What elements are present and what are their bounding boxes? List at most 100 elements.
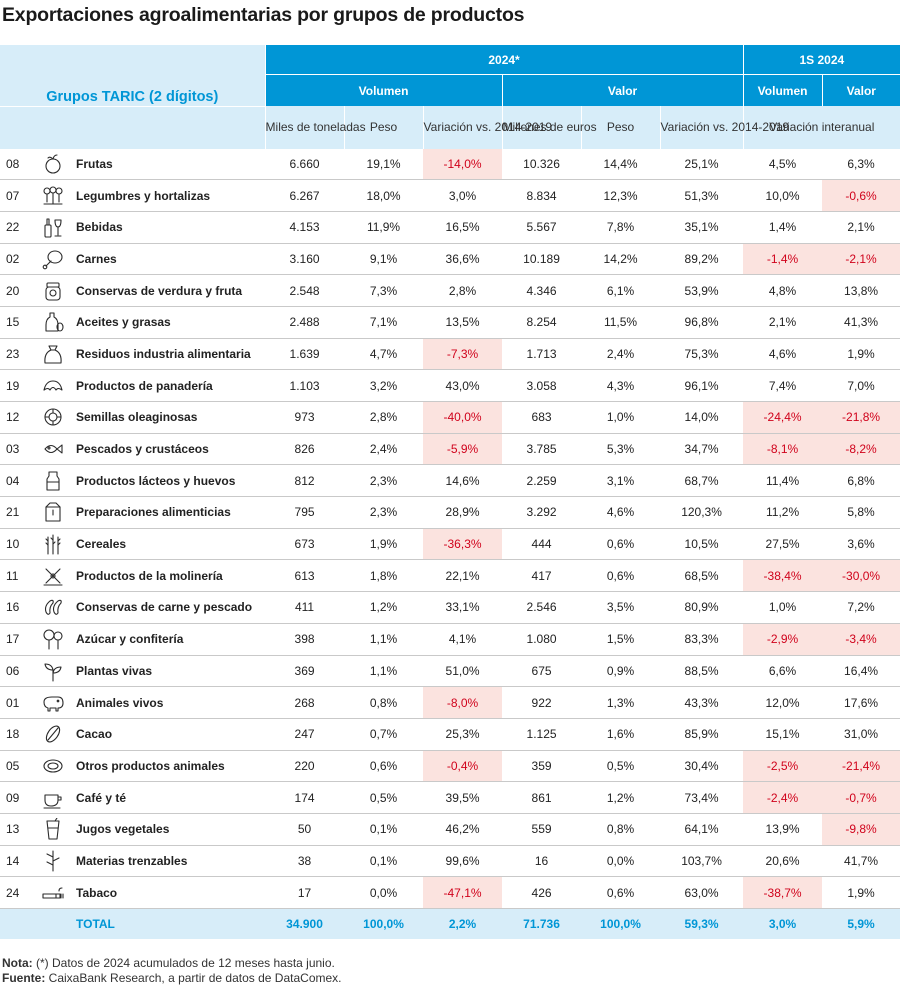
cell-code: 12 [0, 401, 42, 434]
cell-var-val: 10,5% [660, 528, 744, 561]
cell-var-val: 35,1% [660, 211, 744, 244]
cell-icon [42, 148, 76, 181]
cell-var-val: 96,8% [660, 306, 744, 339]
cell-ia-val: -30,0% [822, 559, 900, 593]
cell-peso-vol: 2,4% [344, 433, 424, 466]
cell-ia-val: 6,3% [822, 148, 900, 181]
cell-icon [42, 655, 76, 688]
cell-vol: 6.267 [265, 179, 345, 212]
cell-name: Residuos industria alimentaria [76, 338, 266, 371]
cell-ia-val: 41,7% [822, 845, 900, 878]
cell-vol: 1.103 [265, 369, 345, 402]
cell-peso-val: 3,1% [581, 464, 661, 498]
cell-valor: 8.254 [502, 306, 582, 339]
meat-icon [42, 250, 63, 270]
cell-name: Cereales [76, 528, 266, 561]
cell-ia-val: -9,8% [822, 813, 900, 846]
cell-name: Semillas oleaginosas [76, 401, 266, 434]
cell-icon [42, 179, 76, 212]
table-row: 22 Bebidas 4.153 11,9% 16,5% 5.567 7,8% 35,1% 1,… [0, 211, 900, 244]
cell-icon [42, 750, 76, 783]
cell-vol: 3.160 [265, 243, 345, 276]
cell-var-vol: 51,0% [423, 655, 503, 688]
cell-valor: 2.546 [502, 591, 582, 624]
milk-icon [46, 471, 60, 491]
cell-peso-val: 0,0% [581, 845, 661, 878]
cell-code: 11 [0, 559, 42, 593]
cell-ia-val: -21,8% [822, 401, 900, 434]
cell-var-vol: 46,2% [423, 813, 503, 846]
cell-var-vol: 16,5% [423, 211, 503, 244]
cell-valor: 2.259 [502, 464, 582, 498]
coffee-icon [43, 794, 62, 809]
cell-code: 19 [0, 369, 42, 402]
cell-ia-vol: 27,5% [743, 528, 823, 561]
cell-peso-vol: 7,1% [344, 306, 424, 339]
cell-peso-vol: 0,5% [344, 781, 424, 814]
total-label: TOTAL [76, 908, 266, 939]
cell-var-vol: 22,1% [423, 559, 503, 593]
valor-header: Valor [502, 74, 744, 106]
cell-peso-val: 12,3% [581, 179, 661, 212]
cell-vol: 247 [265, 718, 345, 751]
cell-vol: 613 [265, 559, 345, 593]
cell-peso-val: 11,5% [581, 306, 661, 339]
cell-ia-val: 2,1% [822, 211, 900, 244]
cell-peso-vol: 1,1% [344, 655, 424, 688]
valor-1s-header: Valor [822, 74, 900, 106]
cell-var-val: 88,5% [660, 655, 744, 688]
cell-vol: 6.660 [265, 148, 345, 181]
cell-name: Frutas [76, 148, 266, 181]
cell-code: 03 [0, 433, 42, 466]
cell-ia-vol: -24,4% [743, 401, 823, 434]
cell-var-vol: 39,5% [423, 781, 503, 814]
apple-icon [45, 154, 61, 174]
cell-valor: 5.567 [502, 211, 582, 244]
cell-ia-vol: 11,2% [743, 496, 823, 529]
cell-peso-val: 0,5% [581, 750, 661, 783]
cell-var-val: 68,5% [660, 559, 744, 593]
cell-name: Conservas de carne y pescado [76, 591, 266, 624]
total-cell-peso-val: 100,0% [581, 908, 661, 939]
cell-var-val: 30,4% [660, 750, 744, 783]
cell-vol: 973 [265, 401, 345, 434]
cell-icon [42, 813, 76, 846]
table-row: 23 Residuos industria alimentaria 1.639 4,7… [0, 338, 900, 371]
cell-valor: 10.189 [502, 243, 582, 276]
cell-icon [42, 591, 76, 624]
cell-valor: 444 [502, 528, 582, 561]
period-1s-header: 1S 2024 [743, 45, 900, 75]
cell-var-vol: 36,6% [423, 243, 503, 276]
cell-name: Productos de la molinería [76, 559, 266, 593]
cell-peso-vol: 1,9% [344, 528, 424, 561]
cell-var-val: 25,1% [660, 148, 744, 181]
cell-var-val: 89,2% [660, 243, 744, 276]
cell-code: 10 [0, 528, 42, 561]
cell-var-val: 73,4% [660, 781, 744, 814]
cell-vol: 4.153 [265, 211, 345, 244]
cell-peso-vol: 0,6% [344, 750, 424, 783]
table-row: 05 Otros productos animales 220 0,6% -0,4% 35… [0, 750, 900, 783]
cell-peso-val: 2,4% [581, 338, 661, 371]
cell-vol: 411 [265, 591, 345, 624]
cell-ia-vol: 1,0% [743, 591, 823, 624]
cell-valor: 3.785 [502, 433, 582, 466]
cell-ia-val: -0,6% [822, 179, 900, 212]
reed-icon [46, 850, 60, 872]
cell-var-vol: -0,4% [423, 750, 503, 783]
cell-icon [42, 401, 76, 434]
cell-icon [42, 718, 76, 751]
var-val-header: Variación vs. 2014-2019 [660, 106, 789, 149]
cell-ia-val: -0,7% [822, 781, 900, 814]
steak-icon [43, 759, 63, 773]
cell-ia-vol: -8,1% [743, 433, 823, 466]
cell-valor: 417 [502, 559, 582, 593]
table-row: 02 Carnes 3.160 9,1% 36,6% 10.189 14,2% 89,2% -1… [0, 243, 900, 276]
cell-peso-vol: 2,3% [344, 496, 424, 529]
cell-vol: 50 [265, 813, 345, 846]
cell-code: 15 [0, 306, 42, 339]
cell-var-vol: 13,5% [423, 306, 503, 339]
table-row: 24 Tabaco 17 0,0% -47,1% 426 0,6% 63,0% -38,7% 1,… [0, 876, 900, 909]
cell-icon [42, 876, 76, 909]
cell-var-vol: -47,1% [423, 876, 503, 909]
